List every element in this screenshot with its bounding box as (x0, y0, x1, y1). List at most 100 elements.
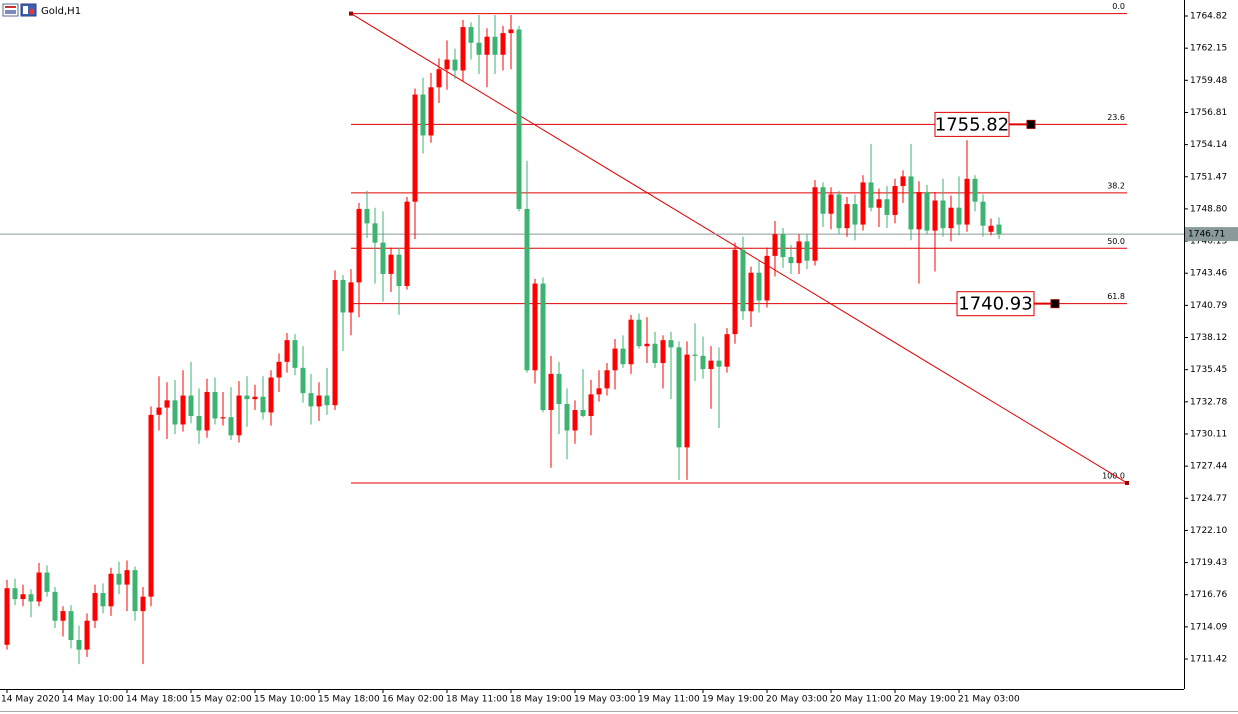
price-label-handle (1050, 299, 1060, 309)
x-tick-label: 16 May 02:00 (382, 695, 444, 705)
candles (4, 15, 1002, 665)
candle-body (668, 340, 674, 348)
price-label-text: 1755.82 (935, 114, 1009, 135)
x-tick-label: 15 May 02:00 (190, 695, 252, 705)
current-price-label: 1746.71 (1188, 230, 1225, 240)
candle-body (916, 192, 922, 230)
candle-body (12, 588, 18, 600)
candle-body (796, 241, 802, 264)
y-tick-label: 1759.48 (1190, 76, 1227, 86)
candle-body (812, 187, 818, 261)
y-tick-label: 1746.13 (1190, 237, 1227, 247)
y-tick-label: 1719.43 (1190, 558, 1227, 568)
candle-body (588, 394, 594, 417)
candle-body (756, 272, 762, 301)
candle-body (620, 348, 626, 365)
candle-body (636, 319, 642, 347)
x-tick-label: 19 May 19:00 (702, 695, 764, 705)
candle-body (444, 59, 450, 70)
candle-body (972, 178, 978, 202)
candle-body (340, 279, 346, 313)
candle-body (276, 361, 282, 378)
candle-body (964, 178, 970, 225)
candle-body (868, 182, 874, 208)
price-label-box (956, 291, 1035, 317)
y-tick-label: 1722.10 (1190, 526, 1227, 536)
candle-body (644, 343, 650, 347)
fib-level-label: 23.6 (1107, 113, 1125, 122)
candle-body (4, 588, 10, 645)
candle-body (468, 27, 474, 43)
candle-body (356, 208, 362, 283)
y-tick-label: 1732.78 (1190, 397, 1227, 407)
candle-body (84, 620, 90, 650)
candle-body (724, 334, 730, 367)
candle-body (876, 199, 882, 208)
x-tick-label: 15 May 10:00 (254, 695, 316, 705)
candle-body (460, 27, 466, 71)
y-tick-label: 1727.44 (1190, 462, 1227, 472)
candle-body (748, 272, 754, 312)
candle-body (548, 373, 554, 411)
candle-body (660, 340, 666, 364)
candle-body (804, 241, 810, 261)
candle-body (36, 572, 42, 602)
candle-body (940, 200, 946, 229)
candle-body (708, 360, 714, 370)
candle-body (612, 348, 618, 371)
y-tick-label: 1716.76 (1190, 590, 1227, 600)
candle-body (404, 201, 410, 286)
y-tick-label: 1735.45 (1190, 365, 1227, 375)
candle-body (44, 572, 50, 592)
candle-body (396, 254, 402, 286)
candle-body (76, 639, 82, 650)
fib-level-label: 61.8 (1107, 292, 1125, 301)
price-label-text: 1740.93 (958, 294, 1032, 315)
candle-body (980, 201, 986, 226)
candle-body (316, 395, 322, 407)
fib-anchor (1125, 480, 1129, 485)
candle-body (628, 319, 634, 365)
y-tick-label: 1762.15 (1190, 44, 1227, 54)
candle-body (124, 570, 130, 585)
symbol-icons (2, 3, 37, 17)
candle-body (908, 176, 914, 230)
candle-body (900, 176, 906, 187)
x-tick-label: 19 May 03:00 (574, 695, 636, 705)
candle-body (244, 395, 250, 400)
candle-body (388, 254, 394, 274)
candle-body (492, 36, 498, 55)
fib-trendline (350, 13, 1128, 484)
candle-body (204, 391, 210, 431)
candle-body (988, 225, 994, 232)
candle-body (20, 594, 26, 600)
candle-body (652, 343, 658, 364)
candle-body (332, 279, 338, 406)
candle-body (692, 354, 698, 356)
candle-body (212, 391, 218, 419)
candle-body (580, 410, 586, 417)
y-tick-label: 1724.77 (1190, 494, 1227, 504)
candle-body (476, 42, 482, 55)
x-tick-label: 20 May 11:00 (830, 695, 892, 705)
candle-body (436, 69, 442, 88)
candle-body (924, 192, 930, 231)
candle-body (932, 200, 938, 231)
candle-body (556, 373, 562, 404)
icon-part (5, 6, 16, 8)
candle-body (380, 242, 386, 274)
candle-body (716, 360, 722, 367)
candle-body (996, 224, 1002, 235)
candle-body (172, 400, 178, 425)
candle-body (348, 282, 354, 313)
candle-body (164, 400, 170, 408)
candle-body (68, 611, 74, 640)
fib-level-label: 100.0 (1102, 471, 1125, 480)
candle-body (892, 186, 898, 215)
candle-body (828, 194, 834, 214)
candle-body (140, 596, 146, 612)
y-tick-label: 1751.47 (1190, 172, 1227, 182)
candle-body (524, 208, 530, 371)
candle-body (452, 59, 458, 71)
